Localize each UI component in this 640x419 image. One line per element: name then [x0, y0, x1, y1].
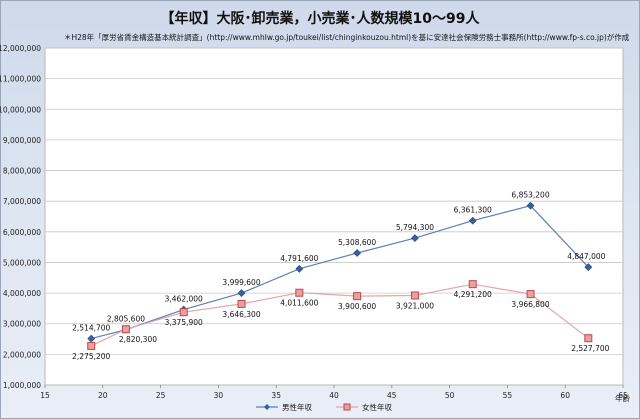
data-label: 3,921,000 — [396, 302, 434, 311]
data-label: 6,853,200 — [511, 191, 549, 200]
series-lines — [90, 205, 589, 347]
data-label: 6,361,300 — [454, 206, 492, 215]
legend-label: 女性年収 — [362, 402, 392, 412]
data-point — [121, 325, 130, 334]
data-point — [295, 264, 304, 273]
x-tick-label: 35 — [271, 391, 281, 400]
y-tick-label: 8,000,000 — [3, 167, 41, 176]
data-point — [584, 263, 593, 272]
y-tick-label: 7,000,000 — [3, 197, 41, 206]
data-label: 3,462,000 — [165, 295, 203, 304]
data-point — [353, 249, 362, 257]
data-point — [295, 288, 304, 297]
data-point — [237, 299, 246, 308]
y-tick-label: 10,000,000 — [0, 105, 41, 114]
data-label: 2,805,600 — [107, 315, 145, 324]
series-markers — [87, 201, 593, 350]
data-label: 4,847,000 — [567, 252, 605, 261]
source-note: ＊H28年「厚労省賃金構造基本統計調査」(http://www.mhlw.go.… — [64, 33, 630, 42]
legend-label: 男性年収 — [282, 402, 312, 412]
legend-marker — [343, 403, 351, 411]
y-tick-label: 12,000,000 — [0, 44, 41, 53]
data-label: 4,291,200 — [454, 290, 492, 299]
data-label: 5,308,600 — [338, 238, 376, 247]
data-point — [353, 292, 362, 301]
y-tick-label: 11,000,000 — [0, 75, 41, 84]
data-label: 3,900,600 — [338, 302, 376, 311]
x-axis-label: 年齢 — [615, 393, 630, 403]
x-tick-label: 65 — [618, 391, 628, 400]
data-point — [526, 290, 535, 299]
legend: 男性年収 女性年収 — [256, 402, 392, 412]
data-point — [87, 341, 96, 350]
x-tick-label: 60 — [560, 391, 570, 400]
y-tick-label: 1,000,000 — [3, 381, 41, 390]
data-point — [179, 308, 188, 317]
data-point — [584, 334, 593, 343]
plot-area — [44, 47, 624, 386]
series-line — [91, 205, 589, 340]
x-tick-label: 20 — [98, 391, 108, 400]
data-label: 3,375,900 — [165, 318, 203, 327]
data-point — [526, 201, 535, 210]
data-label: 2,514,700 — [72, 324, 110, 333]
data-label: 3,999,600 — [222, 278, 260, 287]
data-label: 4,791,600 — [280, 254, 318, 263]
data-label: 2,820,300 — [119, 335, 157, 344]
x-tick-label: 55 — [503, 391, 513, 400]
x-tick-label: 25 — [156, 391, 166, 400]
y-tick-label: 6,000,000 — [3, 228, 41, 237]
data-point — [468, 216, 477, 225]
data-label: 3,646,300 — [222, 310, 260, 319]
data-label: 2,275,200 — [72, 352, 110, 361]
data-point — [237, 289, 246, 298]
x-tick-label: 50 — [445, 391, 455, 400]
series-line — [90, 283, 589, 347]
x-tick-label: 15 — [40, 391, 50, 400]
data-point — [410, 234, 419, 243]
x-tick-label: 30 — [214, 391, 224, 400]
y-tick-label: 2,000,000 — [3, 350, 41, 359]
data-label: 2,527,700 — [571, 344, 609, 353]
data-point — [410, 291, 419, 300]
y-axis-ticks: 1,000,000 2,000,000 3,000,000 4,000,000 5,00… — [0, 44, 41, 390]
data-label: 3,966,800 — [511, 300, 549, 309]
x-axis-ticks: 15 20 25 30 35 40 45 50 55 60 65 — [40, 385, 628, 400]
data-label: 5,794,300 — [396, 223, 434, 232]
data-label: 4,011,600 — [280, 299, 318, 308]
data-point — [468, 280, 477, 289]
y-tick-label: 9,000,000 — [3, 136, 41, 145]
x-tick-label: 45 — [387, 391, 397, 400]
y-tick-label: 4,000,000 — [3, 289, 41, 298]
chart-title: 【年収】大阪･卸売業，小売業･人数規模10～99人 — [160, 11, 480, 27]
y-tick-label: 5,000,000 — [3, 258, 41, 267]
y-tick-label: 3,000,000 — [3, 320, 41, 329]
legend-marker — [264, 404, 270, 410]
x-tick-label: 40 — [329, 391, 339, 400]
